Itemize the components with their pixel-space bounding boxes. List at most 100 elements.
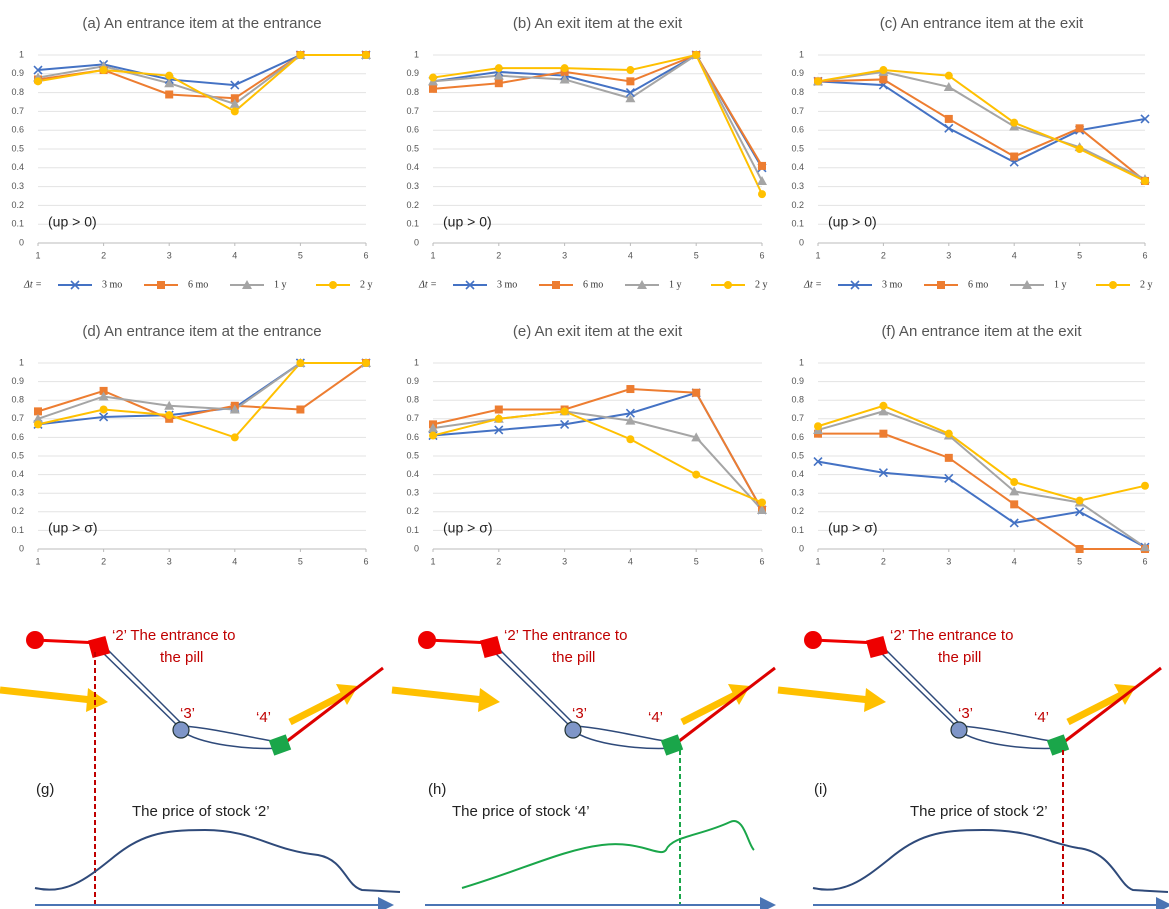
marker xyxy=(229,98,240,108)
marker xyxy=(1010,478,1019,487)
x-tick-label: 6 xyxy=(363,250,368,260)
legend-marker xyxy=(850,280,860,290)
marker xyxy=(560,407,569,416)
marker xyxy=(229,404,240,414)
y-tick-label: 0.1 xyxy=(406,219,419,229)
marker xyxy=(626,435,635,444)
exit-square xyxy=(1046,734,1070,756)
y-tick-label: 0.6 xyxy=(406,125,419,135)
x-tick-label: 3 xyxy=(946,556,951,566)
marker xyxy=(165,71,174,80)
annotation: (up > 0) xyxy=(48,214,97,230)
y-tick-label: 0.7 xyxy=(406,413,419,423)
red-line xyxy=(1059,666,1162,747)
series-line xyxy=(432,53,763,167)
marker xyxy=(944,429,953,438)
legend-marker xyxy=(329,281,337,289)
marker xyxy=(494,64,503,73)
marker xyxy=(691,432,702,442)
y-tick-label: 0.9 xyxy=(406,376,419,386)
marker xyxy=(692,470,701,479)
x-tick-label: 2 xyxy=(881,556,886,566)
x-tick-label: 6 xyxy=(1142,250,1147,260)
y-tick-label: 0 xyxy=(799,237,804,247)
x-tick-label: 5 xyxy=(694,556,699,566)
marker xyxy=(230,433,239,442)
series-line xyxy=(432,391,763,511)
marker xyxy=(1075,145,1084,153)
marker xyxy=(164,400,175,410)
legend-marker xyxy=(157,281,165,289)
legend-label: 3 mo xyxy=(882,279,902,290)
series-line xyxy=(817,410,1146,548)
legend-title: Δt = xyxy=(803,279,822,290)
y-tick-label: 0.8 xyxy=(406,395,419,405)
legend-label: 1 y xyxy=(274,279,287,290)
x-tick-label: 3 xyxy=(167,556,172,566)
y-tick-label: 0.5 xyxy=(11,450,24,460)
y-tick-label: 0.5 xyxy=(406,450,419,460)
x-tick-label: 4 xyxy=(232,556,237,566)
marker xyxy=(296,51,305,59)
marker xyxy=(692,51,701,59)
marker xyxy=(34,407,42,416)
y-tick-label: 0.6 xyxy=(791,432,804,442)
marker xyxy=(164,78,175,88)
marker xyxy=(944,71,953,80)
marker xyxy=(230,107,239,116)
marker xyxy=(99,386,108,395)
x-tick-label: 5 xyxy=(1077,556,1082,566)
x-tick-label: 6 xyxy=(1142,556,1147,566)
legend-marker xyxy=(1109,281,1117,289)
legend-marker xyxy=(637,280,647,289)
marker xyxy=(1010,118,1019,127)
panel-label: (g) xyxy=(36,781,54,798)
marker xyxy=(1010,152,1019,161)
y-tick-label: 0.7 xyxy=(791,413,804,423)
marker xyxy=(1010,500,1019,509)
marker xyxy=(878,468,888,478)
yellow-arrow xyxy=(288,690,347,726)
marker xyxy=(1140,542,1150,552)
x-tick-label: 4 xyxy=(628,556,633,566)
price-caption: The price of stock ‘2’ xyxy=(910,803,1048,820)
yellow-arrow xyxy=(391,686,485,704)
entrance-square xyxy=(865,635,889,659)
marker xyxy=(34,420,42,429)
y-tick-label: 0.7 xyxy=(11,106,24,116)
y-tick-label: 0.7 xyxy=(406,106,419,116)
legend-marker xyxy=(242,280,252,289)
marker xyxy=(879,66,888,75)
node-3 xyxy=(564,721,582,739)
x-tick-label: 1 xyxy=(815,250,820,260)
series-line xyxy=(817,404,1146,502)
pill xyxy=(99,647,283,750)
x-tick-label: 4 xyxy=(628,250,633,260)
legend-label: 2 y xyxy=(755,279,768,290)
series-line xyxy=(817,69,1146,182)
marker xyxy=(99,412,109,422)
marker xyxy=(944,453,953,462)
y-tick-label: 0.9 xyxy=(791,68,804,78)
marker xyxy=(494,79,503,88)
y-tick-label: 0.8 xyxy=(11,87,24,97)
panel-label: (h) xyxy=(428,781,446,798)
chart-title: (f) An entrance item at the exit xyxy=(881,323,1082,340)
chart: (e) An exit item at the exit 0 0.1 0.2 0.3 0.… xyxy=(406,323,767,566)
chart-title: (b) An exit item at the exit xyxy=(513,15,683,32)
y-tick-label: 0.1 xyxy=(11,525,24,535)
y-tick-label: 0.2 xyxy=(406,506,419,516)
y-tick-label: 0.1 xyxy=(406,525,419,535)
x-tick-label: 2 xyxy=(881,250,886,260)
legend-label: 3 mo xyxy=(497,279,517,290)
marker xyxy=(879,429,888,438)
marker xyxy=(362,359,370,367)
legend-label: 1 y xyxy=(669,279,682,290)
marker xyxy=(428,423,438,433)
pill xyxy=(491,647,675,750)
marker xyxy=(494,414,503,423)
marker xyxy=(296,405,305,414)
entrance-label: ‘2’ The entrance to xyxy=(504,627,627,644)
marker xyxy=(230,80,240,90)
marker xyxy=(879,75,888,84)
